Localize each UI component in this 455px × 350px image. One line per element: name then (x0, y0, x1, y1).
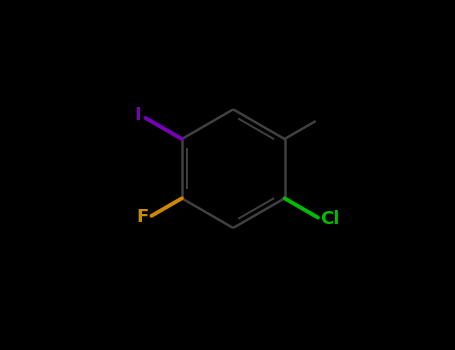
Text: Cl: Cl (321, 210, 340, 228)
Text: F: F (136, 208, 149, 226)
Text: I: I (135, 106, 142, 124)
